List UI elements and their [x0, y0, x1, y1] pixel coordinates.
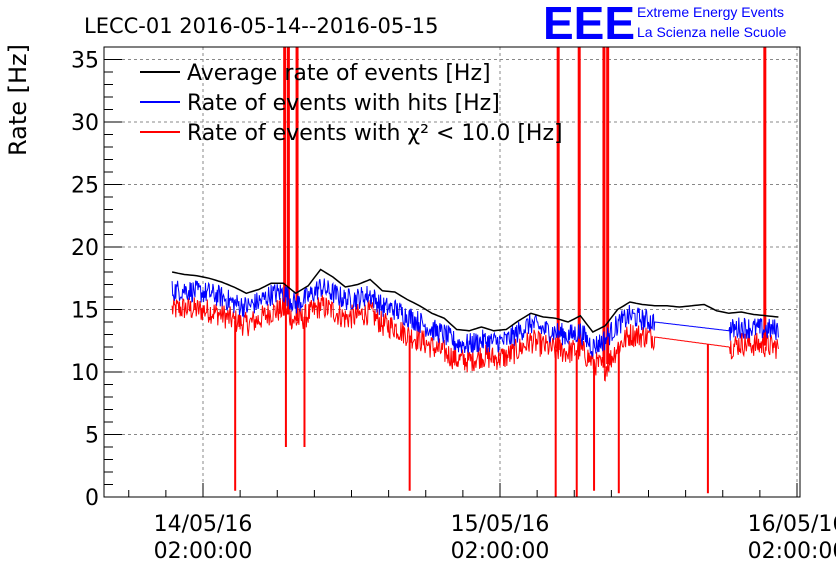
legend-label: Rate of events with hits [Hz] [187, 91, 500, 116]
legend-label: Rate of events with χ² < 10.0 [Hz] [187, 121, 563, 146]
eee-logo-mark: EEE [543, 0, 636, 49]
logo-line-2: La Scienza nelle Scuole [637, 24, 787, 40]
y-tick-label: 30 [71, 111, 99, 136]
y-tick-label: 10 [71, 361, 99, 386]
grid [104, 47, 800, 497]
y-tick-label: 20 [71, 236, 99, 261]
y-tick-label: 0 [85, 486, 99, 511]
series-line [171, 278, 779, 358]
y-tick-label: 25 [71, 174, 99, 199]
series-line [171, 268, 779, 333]
legend-label: Average rate of events [Hz] [187, 61, 491, 86]
y-tick-label: 15 [71, 299, 99, 324]
y-tick-label: 35 [71, 49, 99, 74]
y-tick-label: 5 [85, 424, 99, 449]
legend: Average rate of events [Hz] Rate of event… [140, 61, 563, 146]
chart-title: LECC-01 2016-05-14--2016-05-15 [84, 14, 439, 38]
series-layer [171, 47, 779, 497]
series-line [171, 295, 779, 382]
x-tick-label-time: 02:00:00 [451, 539, 550, 564]
x-tick-label-date: 15/05/16 [451, 512, 550, 537]
x-tick-label-time: 02:00:00 [748, 539, 836, 564]
logo-line-1: Extreme Energy Events [637, 4, 785, 20]
axes: 0510152025303514/05/1602:00:0015/05/1602… [71, 46, 836, 564]
x-tick-label-time: 02:00:00 [154, 539, 253, 564]
x-tick-label-date: 14/05/16 [154, 512, 253, 537]
x-tick-label-date: 16/05/16 [748, 512, 836, 537]
y-axis-label: Rate [Hz] [4, 44, 32, 156]
